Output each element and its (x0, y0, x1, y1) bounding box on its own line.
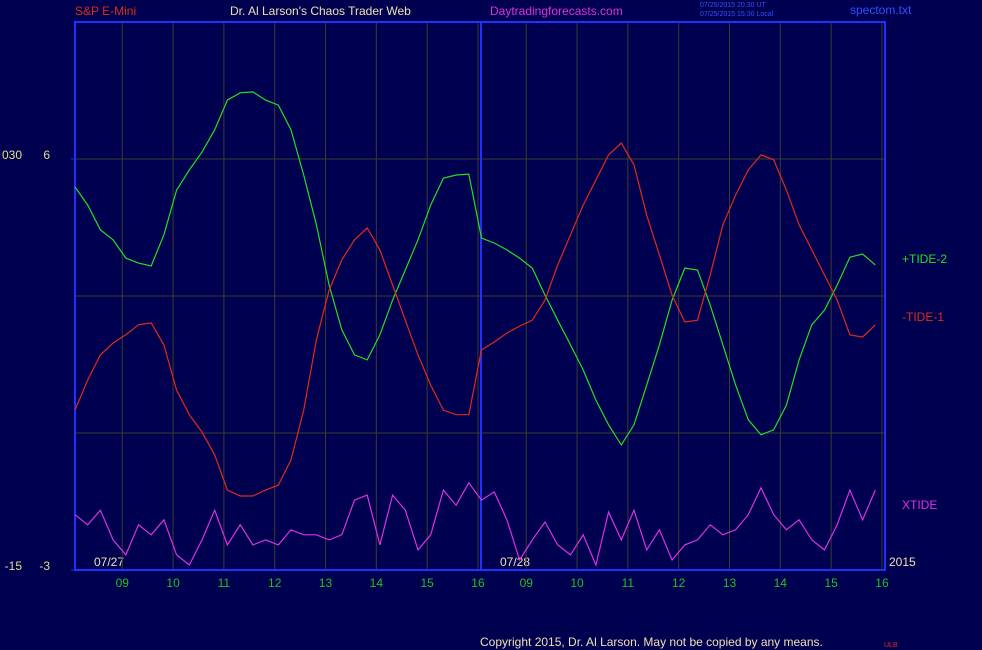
y-tick-label: 6 (43, 148, 50, 162)
site: Daytradingforecasts.com (490, 4, 623, 18)
x-tick-label: 15 (420, 576, 434, 590)
x-tick-label: 09 (520, 576, 534, 590)
stamp-ut: 07/25/2015 20:30 UT (700, 2, 766, 9)
x-tick-label: 11 (218, 576, 231, 590)
x-tick-label: 13 (319, 576, 333, 590)
x-tick-label: 16 (471, 576, 485, 590)
x-tick-label: 12 (672, 576, 686, 590)
copyright: Copyright 2015, Dr. Al Larson. May not b… (480, 635, 823, 649)
footer-mark: ULB (884, 642, 898, 649)
x-tick-label: 12 (268, 576, 282, 590)
x-tick-label: 13 (723, 576, 737, 590)
series-line (74, 142, 876, 497)
x-tick-label: 15 (824, 576, 838, 590)
x-tick-label: 14 (370, 576, 384, 590)
stamp-local: 07/25/2015 15:30 Local (700, 11, 774, 18)
series-line (74, 91, 876, 447)
date-label: 07/27 (94, 555, 124, 569)
chart-title: Dr. Al Larson's Chaos Trader Web (230, 4, 411, 18)
legend-label: XTIDE (902, 498, 937, 512)
x-tick-label: 10 (166, 576, 180, 590)
date-label: 07/28 (500, 555, 530, 569)
file-name: spectom.txt (850, 3, 912, 17)
x-tick-label: 14 (774, 576, 788, 590)
x-tick-label: 16 (875, 576, 889, 590)
y2-tick-label: -15 (5, 559, 23, 573)
y-tick-label: -3 (39, 559, 50, 573)
y2-tick-label: 030 (2, 148, 22, 162)
instrument: S&P E-Mini (75, 4, 136, 18)
x-tick-label: 09 (116, 576, 130, 590)
series-line (74, 481, 876, 567)
year-label: 2015 (889, 555, 916, 569)
x-tick-label: 11 (622, 576, 635, 590)
x-tick-label: 10 (570, 576, 584, 590)
legend-label: -TIDE-1 (902, 310, 944, 324)
legend-label: +TIDE-2 (902, 252, 947, 266)
